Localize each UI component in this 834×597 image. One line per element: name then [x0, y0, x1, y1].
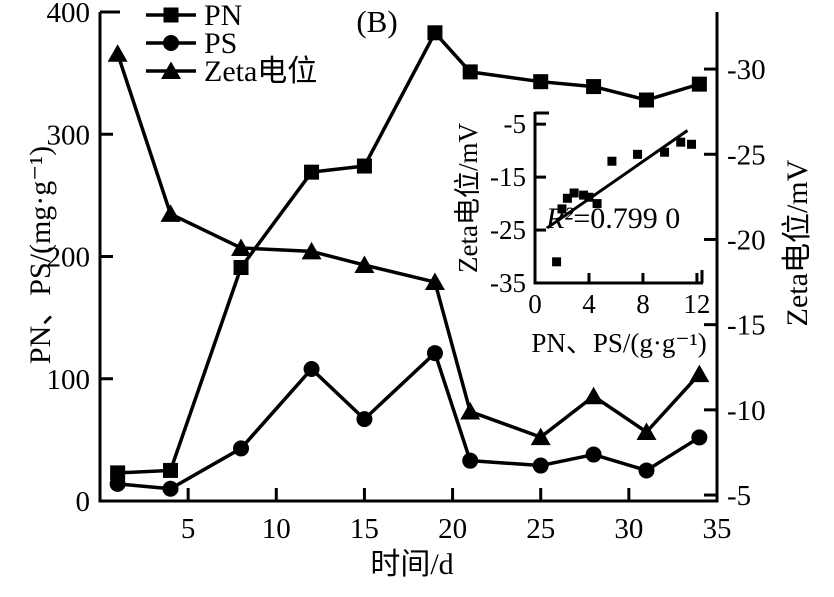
- legend-label: PN: [204, 0, 242, 32]
- inset-x-tick-label: 12: [683, 289, 710, 319]
- square-marker: [427, 25, 443, 41]
- circle-marker: [233, 440, 250, 457]
- inset-scatter-point: [687, 139, 697, 149]
- inset-y-tick-label: -25: [490, 215, 526, 245]
- panel-label: (B): [356, 4, 397, 39]
- x-axis-tick-label: 30: [614, 513, 643, 545]
- inset-scatter-point: [557, 204, 567, 214]
- circle-marker: [585, 446, 602, 463]
- circle-marker: [303, 360, 320, 377]
- left-axis-tick-label: 400: [47, 0, 91, 29]
- inset-scatter-point: [592, 199, 602, 209]
- triangle-marker: [160, 204, 181, 222]
- series-PS: [109, 345, 708, 497]
- inset-x-tick-label: 8: [636, 289, 650, 319]
- series-PN: [110, 25, 707, 481]
- legend-circle-marker: [163, 35, 179, 51]
- inset-y-tick-label: -35: [490, 268, 526, 298]
- legend-label: PS: [204, 27, 237, 60]
- inset-scatter-point: [633, 149, 643, 159]
- square-marker: [638, 92, 654, 108]
- triangle-marker: [354, 255, 375, 274]
- circle-marker: [462, 452, 479, 469]
- inset-x-tick-label: 0: [528, 289, 542, 319]
- inset-y-tick-label: -5: [504, 109, 527, 139]
- square-marker: [691, 76, 707, 92]
- right-axis-title: Zeta电位/mV: [781, 159, 814, 326]
- legend-triangle-marker: [161, 61, 181, 79]
- inset-scatter-point: [584, 192, 594, 202]
- circle-marker: [691, 429, 708, 446]
- inset-x-tick-label: 4: [582, 289, 596, 319]
- circle-marker: [109, 475, 126, 492]
- x-axis-tick-label: 25: [526, 513, 555, 545]
- legend-item-2: PS: [146, 27, 237, 60]
- legend-label: Zeta电位: [204, 55, 317, 88]
- x-axis-tick-label: 10: [262, 513, 291, 545]
- x-axis-tick-label: 35: [703, 513, 732, 545]
- right-axis-tick-label: -10: [727, 395, 766, 427]
- circle-marker: [162, 480, 179, 497]
- square-marker: [533, 74, 549, 90]
- inset-scatter-point: [676, 137, 686, 147]
- circle-marker: [356, 411, 373, 428]
- left-axis-tick-label: 200: [47, 242, 91, 274]
- triangle-marker: [530, 427, 551, 446]
- right-axis-tick-label: -5: [727, 480, 751, 512]
- legend-square-marker: [163, 7, 179, 23]
- inset-y-tick-label: -15: [490, 162, 526, 192]
- x-axis-tick-label: 20: [438, 513, 467, 545]
- triangle-marker: [460, 402, 481, 420]
- inset-scatter-point: [562, 193, 572, 203]
- series-Zeta电位: [107, 44, 710, 446]
- inset-scatter-point: [569, 188, 579, 198]
- legend-item-1: PN: [146, 0, 242, 32]
- triangle-marker: [424, 272, 445, 291]
- right-axis-tick-label: -15: [727, 310, 766, 342]
- left-axis-title: PN、PS/(mg·g⁻¹): [24, 146, 57, 364]
- square-marker: [586, 79, 602, 95]
- triangle-marker: [583, 386, 604, 405]
- circle-marker: [638, 462, 655, 479]
- square-marker: [233, 260, 249, 276]
- left-axis-tick-label: 300: [47, 119, 91, 151]
- inset-y-axis-title: Zeta电位/mV: [453, 123, 483, 273]
- triangle-marker: [107, 44, 128, 62]
- left-axis-tick-label: 100: [47, 364, 91, 396]
- triangle-marker: [689, 364, 710, 383]
- triangle-marker: [231, 238, 252, 256]
- legend-item-3: Zeta电位: [146, 55, 317, 88]
- inset-x-axis-title: PN、PS/(g·g⁻¹): [531, 328, 706, 358]
- right-axis-tick-label: -25: [727, 139, 766, 171]
- inset-scatter-points: [552, 137, 697, 267]
- triangle-marker: [636, 422, 657, 440]
- inset-chart: -35 -25 -15 -5 0 4 8 12 PN、PS/(g·g⁻¹) Zeta电位/mV R²…: [453, 109, 710, 358]
- x-axis-tick-label: 5: [181, 513, 196, 545]
- circle-marker: [426, 345, 443, 362]
- square-marker: [462, 64, 478, 80]
- inset-fit-line: [546, 129, 689, 230]
- square-marker: [163, 462, 179, 478]
- circle-marker: [532, 457, 549, 474]
- inset-scatter-point: [579, 190, 589, 200]
- right-axis-tick-label: -30: [727, 54, 766, 86]
- left-axis-tick-label: 0: [76, 486, 91, 518]
- inset-scatter-point: [607, 156, 617, 166]
- x-axis-title: 时间/d: [370, 548, 453, 581]
- inset-scatter-point: [552, 257, 562, 267]
- main-axes: 0 100 200 300 400 5 10 15 20 25 30 35 -30 -25 -20 -15 -1…: [47, 0, 766, 545]
- r-squared-annotation: R²=0.799 0: [545, 202, 680, 235]
- triangle-marker: [301, 241, 322, 260]
- square-marker: [304, 164, 320, 180]
- right-axis-tick-label: -20: [727, 224, 766, 256]
- square-marker: [356, 158, 372, 174]
- inset-scatter-point: [660, 147, 670, 157]
- x-axis-tick-label: 15: [350, 513, 379, 545]
- square-marker: [110, 465, 126, 481]
